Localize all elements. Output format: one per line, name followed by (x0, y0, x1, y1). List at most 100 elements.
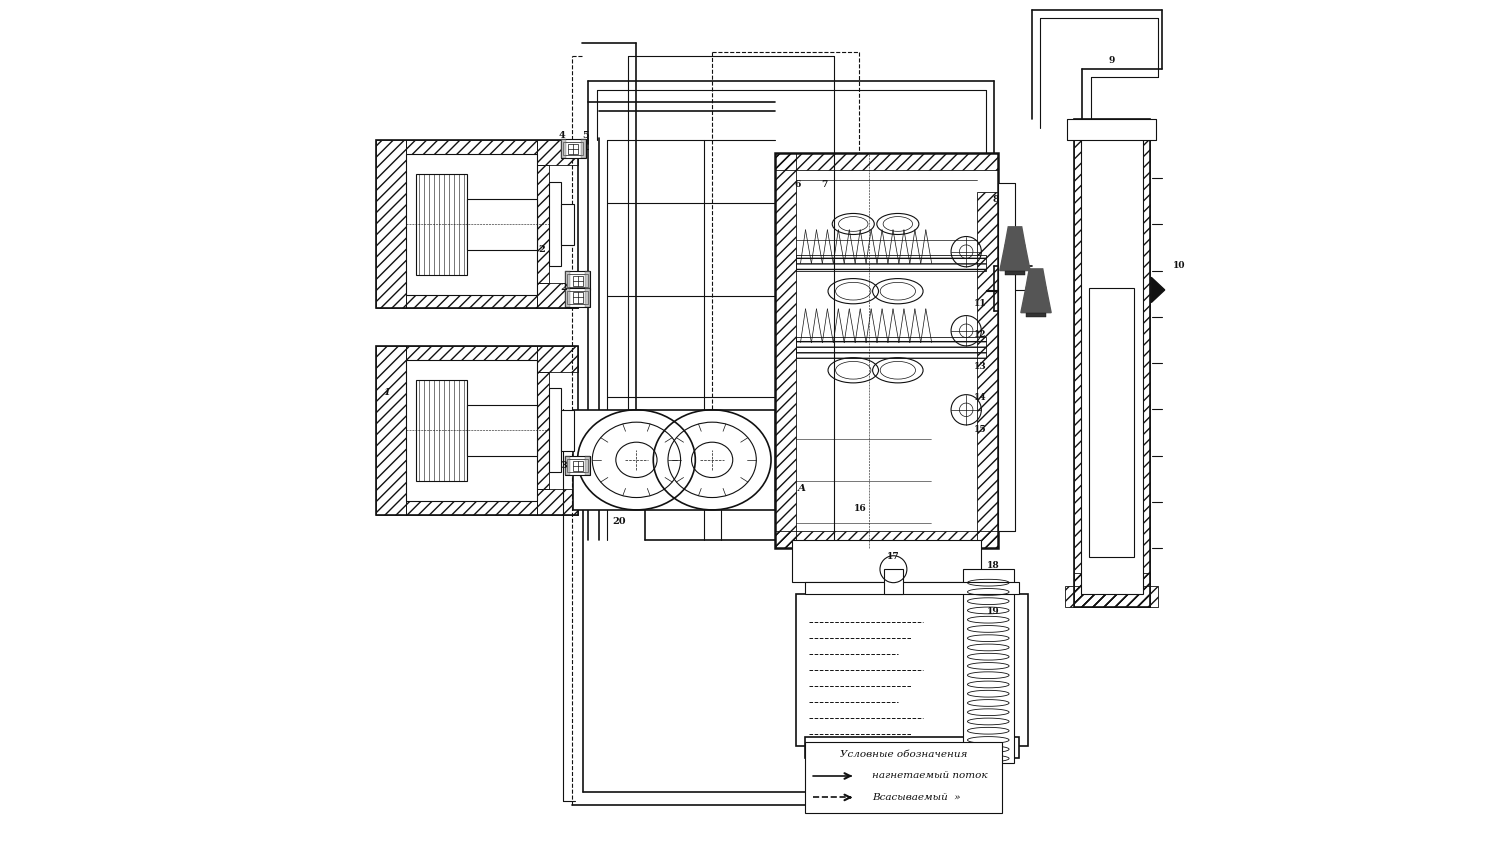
Bar (1074, 119, 1149, 607)
Bar (776, 153, 998, 549)
Bar (537, 346, 578, 371)
Bar (1080, 132, 1143, 594)
Bar (1026, 312, 1045, 316)
Bar (537, 371, 549, 490)
Bar (549, 182, 555, 267)
Text: 17: 17 (886, 552, 900, 561)
Bar (566, 289, 570, 306)
Text: 16: 16 (853, 504, 867, 513)
Bar (804, 742, 1002, 813)
Bar (537, 490, 578, 515)
Bar (998, 183, 1016, 532)
Bar (804, 582, 1018, 594)
Bar (567, 459, 588, 473)
Bar (375, 140, 406, 308)
Text: Всасываемый  »: Всасываемый » (871, 793, 960, 802)
Text: A: A (798, 484, 806, 494)
Bar (537, 140, 578, 165)
Bar (567, 291, 588, 304)
Text: 10: 10 (1173, 261, 1185, 270)
Bar (566, 289, 590, 306)
Bar (1005, 271, 1025, 275)
Polygon shape (1005, 227, 1025, 246)
Bar (549, 388, 561, 473)
Text: 5: 5 (582, 132, 590, 140)
Text: 20: 20 (612, 517, 626, 526)
Text: 18: 18 (987, 560, 999, 570)
Bar (561, 410, 573, 451)
Text: 6: 6 (795, 180, 801, 189)
Text: 4: 4 (560, 132, 566, 140)
Bar (804, 738, 1018, 759)
Text: 19: 19 (987, 607, 999, 616)
Polygon shape (1022, 288, 1052, 312)
Bar (537, 284, 578, 308)
Text: 12: 12 (974, 330, 987, 339)
Bar (406, 360, 537, 501)
Text: 3: 3 (560, 461, 567, 470)
Bar (796, 594, 1028, 746)
Bar (537, 165, 549, 284)
Text: 13: 13 (974, 362, 987, 371)
Text: 1: 1 (382, 388, 390, 397)
Polygon shape (1000, 246, 1030, 271)
Bar (776, 532, 998, 549)
Bar (796, 338, 986, 359)
Bar (566, 272, 590, 290)
Bar (568, 143, 579, 154)
Text: 14: 14 (974, 393, 987, 403)
Bar (963, 569, 1014, 763)
Bar (1074, 119, 1149, 607)
Bar (549, 182, 561, 267)
Text: 11: 11 (974, 299, 987, 307)
Bar (976, 192, 998, 549)
Bar (585, 457, 590, 475)
Bar (1089, 523, 1134, 556)
Bar (998, 183, 1016, 532)
Bar (776, 153, 796, 549)
Bar (561, 139, 566, 158)
Bar (566, 272, 570, 290)
Bar (466, 405, 537, 456)
Text: 15: 15 (974, 425, 987, 434)
Bar (406, 140, 537, 154)
Bar (884, 569, 903, 594)
Bar (1066, 119, 1156, 140)
Bar (561, 139, 586, 158)
Bar (585, 289, 590, 306)
Bar (573, 293, 582, 302)
Text: нагнетаемый поток: нагнетаемый поток (871, 771, 987, 781)
Bar (573, 276, 582, 286)
Bar (375, 346, 578, 515)
Bar (416, 174, 466, 275)
Bar (1074, 573, 1149, 607)
Polygon shape (1152, 278, 1164, 302)
Bar (566, 457, 570, 475)
Bar (406, 154, 537, 295)
Bar (566, 457, 590, 475)
Bar (406, 295, 537, 308)
Bar (416, 380, 466, 481)
Bar (580, 139, 586, 158)
Bar (562, 142, 584, 155)
Bar (1065, 586, 1158, 607)
Bar (1089, 289, 1134, 556)
Bar (573, 461, 582, 471)
Text: 8: 8 (993, 195, 999, 203)
Bar (573, 410, 776, 510)
Bar (549, 388, 555, 473)
Bar (375, 140, 578, 308)
Bar (406, 501, 537, 515)
Text: 9: 9 (1108, 56, 1114, 65)
Bar (567, 274, 588, 288)
Text: 2: 2 (560, 283, 567, 292)
Text: 2: 2 (538, 245, 544, 254)
Bar (796, 255, 986, 272)
Bar (406, 346, 537, 360)
Bar (375, 346, 406, 515)
Bar (561, 204, 573, 245)
Bar (1066, 119, 1156, 140)
Bar (776, 153, 998, 170)
Text: Условные обозначения: Условные обозначения (840, 750, 968, 759)
Text: 7: 7 (821, 180, 828, 189)
